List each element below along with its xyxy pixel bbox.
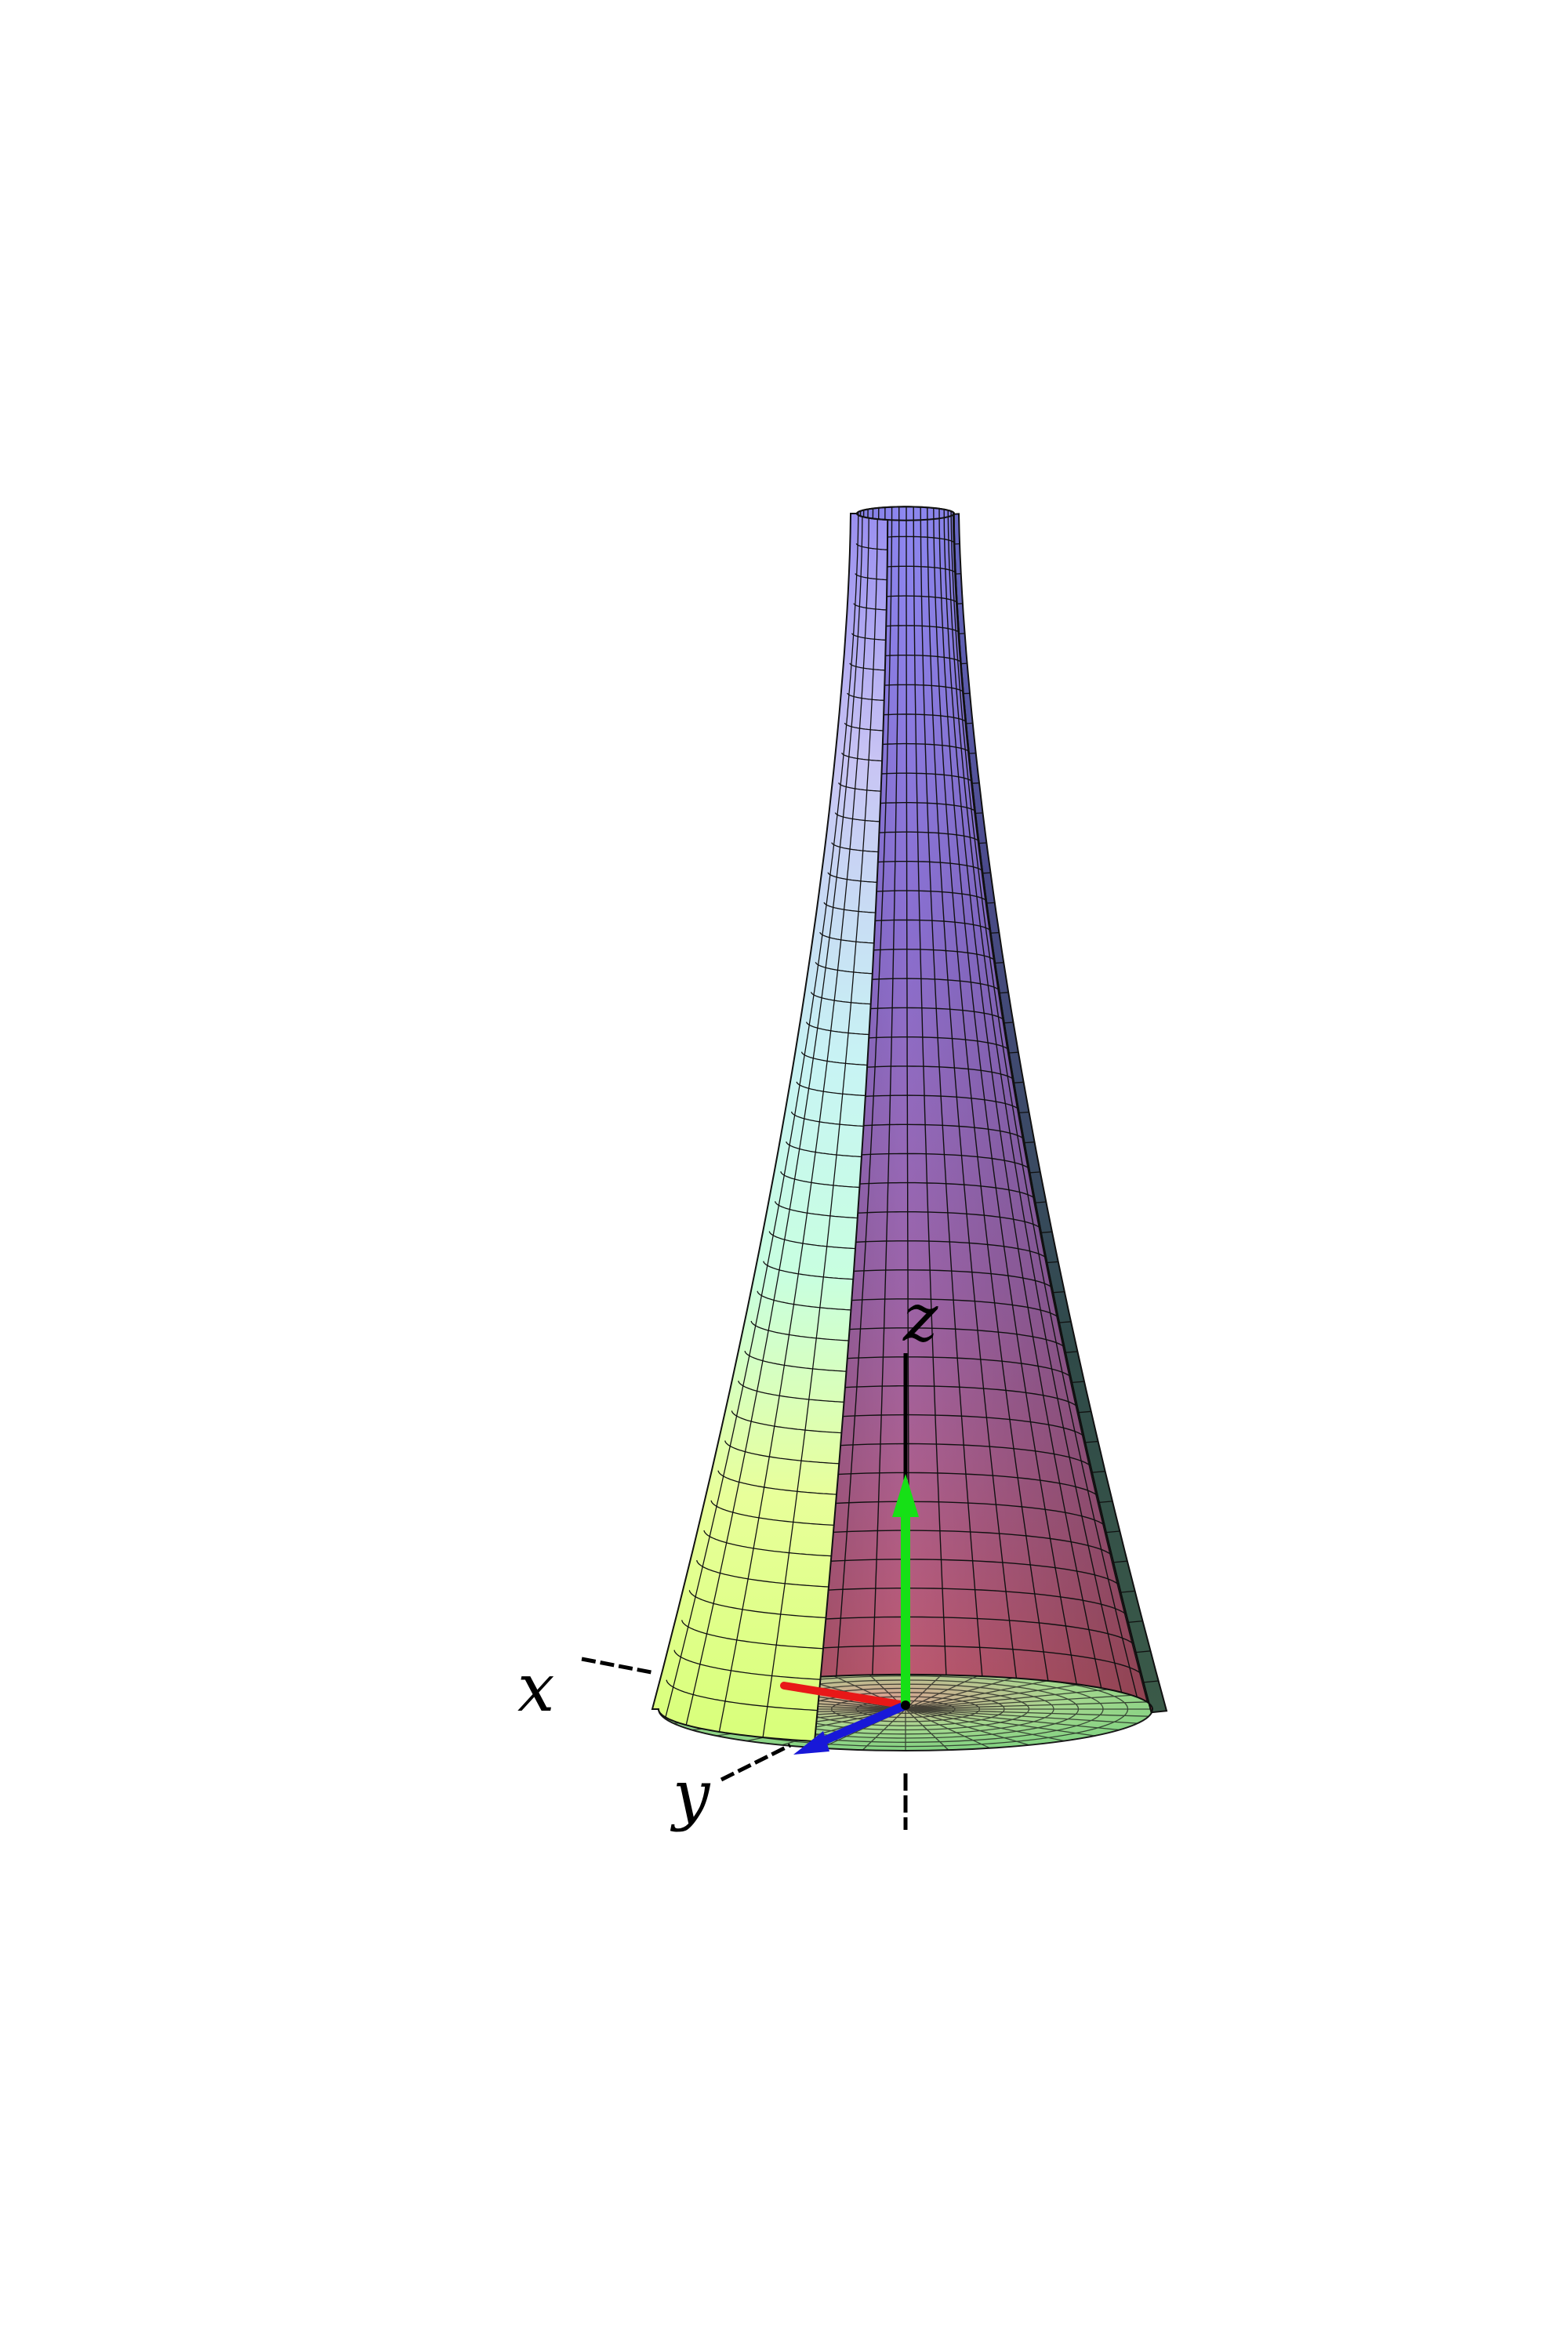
y-arrow-head — [793, 1731, 829, 1755]
y-unit-arrow — [809, 1700, 910, 1750]
vase-surface — [651, 506, 1168, 1751]
x-axis-line — [581, 1657, 656, 1675]
y-axis-line — [720, 1743, 792, 1782]
surface-right-grid — [954, 543, 1159, 1683]
origin-point — [901, 1700, 910, 1710]
z-axis-label: z — [902, 1279, 938, 1356]
x-unit-arrow — [780, 1682, 909, 1709]
y-axis-label: y — [670, 1756, 711, 1833]
coordinate-axes: x y z — [517, 1279, 938, 1833]
surface-left-grid — [665, 515, 887, 1738]
surface-top-rim — [855, 506, 956, 521]
x-axis-label: x — [517, 1650, 554, 1726]
z-arrow-head — [892, 1474, 919, 1517]
